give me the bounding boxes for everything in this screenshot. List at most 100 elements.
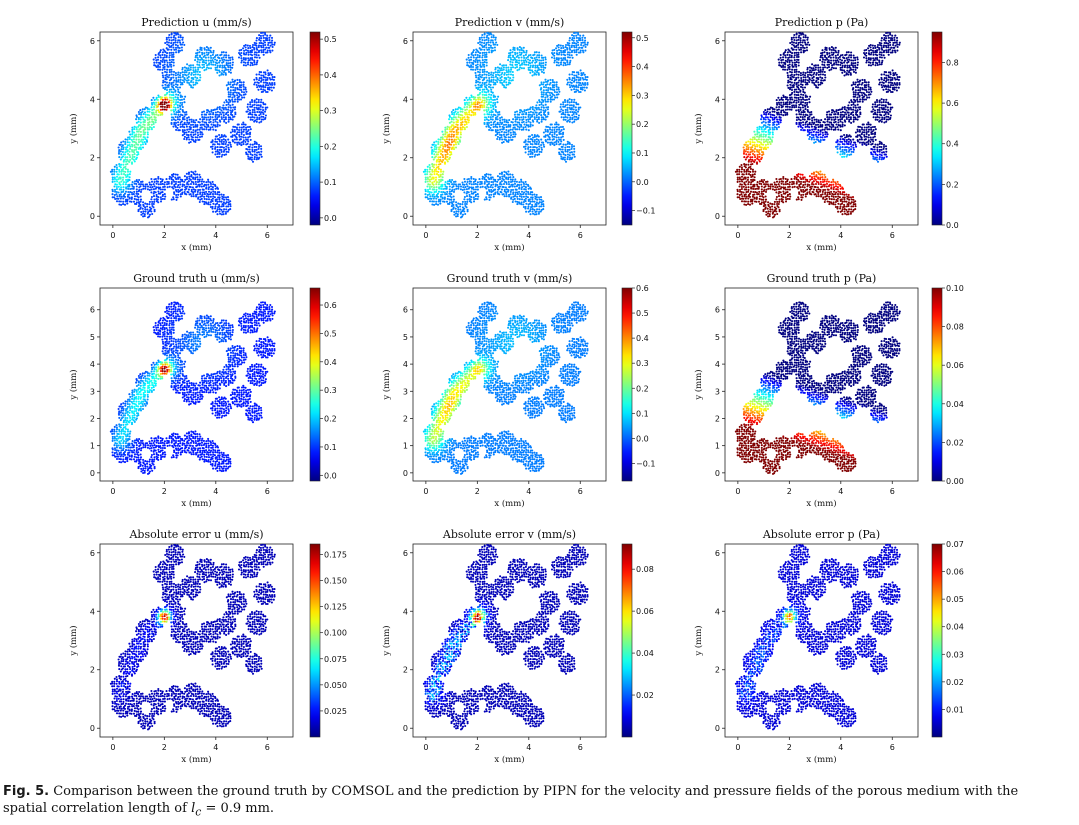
data-point	[531, 74, 533, 76]
data-point	[433, 166, 435, 168]
data-point	[242, 136, 244, 138]
data-point	[474, 54, 476, 56]
data-point	[249, 101, 251, 103]
data-point	[494, 102, 496, 104]
data-point	[221, 146, 223, 148]
data-point	[247, 140, 249, 142]
data-point	[181, 99, 183, 101]
data-point	[551, 134, 553, 136]
data-point	[560, 139, 562, 141]
data-point	[503, 84, 505, 86]
data-point	[142, 146, 144, 148]
data-point	[170, 104, 172, 106]
data-point	[431, 169, 433, 171]
data-point	[556, 86, 558, 88]
data-point	[573, 45, 575, 47]
data-point	[562, 109, 564, 111]
data-point	[225, 104, 227, 106]
data-point	[451, 111, 453, 113]
data-point	[460, 188, 462, 190]
data-point	[482, 54, 484, 56]
data-point	[458, 116, 460, 118]
data-point	[562, 126, 564, 128]
data-point	[446, 201, 448, 203]
data-point	[164, 106, 166, 108]
data-point	[264, 71, 266, 73]
data-point	[495, 109, 497, 111]
data-point	[225, 148, 227, 150]
data-point	[494, 99, 496, 101]
data-point	[544, 79, 546, 81]
data-point	[510, 129, 512, 131]
data-point	[194, 174, 196, 176]
data-point	[562, 64, 564, 66]
data-point	[477, 99, 479, 101]
data-point	[249, 47, 251, 49]
data-point	[525, 129, 527, 131]
data-point	[118, 151, 120, 153]
data-point	[573, 116, 575, 118]
data-point	[435, 144, 437, 146]
data-point	[530, 107, 532, 109]
data-point	[466, 126, 468, 128]
data-point	[470, 199, 472, 201]
data-point	[159, 66, 161, 68]
data-point	[540, 87, 542, 89]
data-point	[459, 205, 461, 207]
data-point	[136, 179, 138, 181]
data-point	[763, 183, 765, 185]
data-point	[567, 153, 569, 155]
data-point	[756, 133, 758, 135]
data-point	[150, 116, 152, 118]
data-point	[525, 181, 527, 183]
data-point	[534, 139, 536, 141]
data-point	[445, 154, 447, 156]
data-point	[157, 201, 159, 203]
data-point	[453, 131, 455, 133]
data-point	[120, 148, 122, 150]
data-point	[490, 189, 492, 191]
data-point	[198, 139, 200, 141]
data-point	[184, 175, 186, 177]
data-point	[435, 183, 437, 185]
data-point	[501, 138, 503, 140]
data-point	[505, 131, 507, 133]
data-point	[128, 161, 130, 163]
data-point	[518, 186, 520, 188]
data-point	[560, 47, 562, 49]
data-point	[133, 156, 135, 158]
data-point	[776, 99, 778, 101]
data-point	[534, 65, 536, 67]
data-point	[238, 96, 240, 98]
data-point	[153, 188, 155, 190]
data-point	[490, 89, 492, 91]
data-point	[566, 117, 568, 119]
data-point	[124, 204, 126, 206]
colorbar-tick-label: 0.3	[324, 107, 337, 116]
data-point	[743, 156, 745, 158]
data-point	[197, 73, 199, 75]
data-point	[198, 51, 200, 53]
data-point	[774, 126, 776, 128]
data-point	[118, 153, 120, 155]
data-point	[573, 121, 575, 123]
data-point	[452, 124, 454, 126]
data-point	[773, 124, 775, 126]
data-point	[742, 198, 744, 200]
data-point	[776, 124, 778, 126]
data-point	[745, 158, 747, 160]
data-point	[252, 144, 254, 146]
data-point	[756, 161, 758, 163]
data-point	[175, 199, 177, 201]
data-point	[260, 148, 262, 150]
data-point	[453, 211, 455, 213]
data-point	[151, 213, 153, 215]
data-point	[771, 209, 773, 211]
data-point	[490, 32, 492, 34]
data-point	[527, 207, 529, 209]
data-point	[230, 131, 232, 133]
data-point	[466, 185, 468, 187]
data-point	[165, 178, 167, 180]
data-point	[228, 149, 230, 151]
data-point	[161, 191, 163, 193]
